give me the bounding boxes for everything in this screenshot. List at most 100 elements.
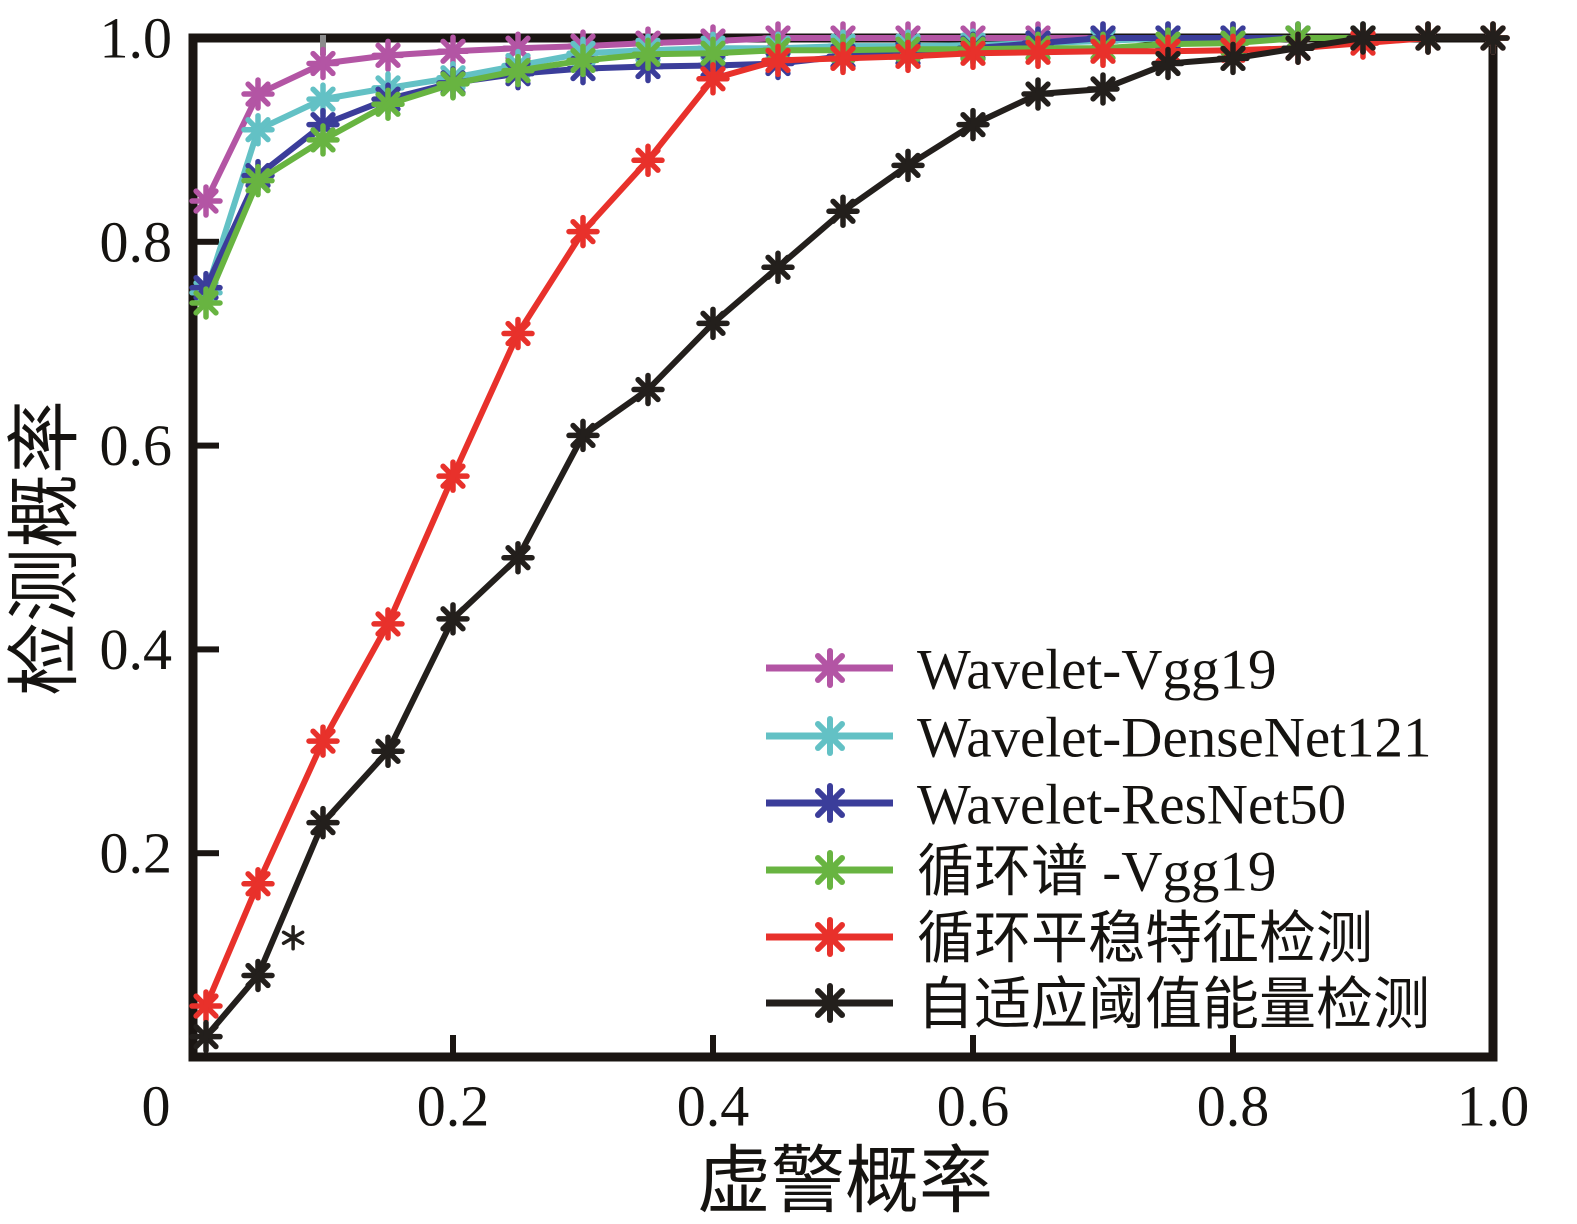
series-marker-循环平稳特征检测-spoke [440, 463, 466, 489]
top-spine-tick-artifact [320, 35, 326, 55]
series-line-自适应阈值能量检测 [203, 35, 1496, 1040]
series-marker-自适应阈值能量检测 [1216, 41, 1250, 76]
series-marker-循环平稳特征检测 [631, 143, 665, 178]
y-tick-label: 1.0 [100, 6, 173, 71]
series-marker-循环平稳特征检测-spoke [310, 728, 336, 754]
y-axis-tick [197, 850, 219, 857]
legend-marker-sample-spoke [814, 652, 846, 684]
series-marker-自适应阈值能量检测 [1086, 72, 1120, 106]
series-marker-自适应阈值能量检测-spoke [635, 376, 661, 403]
series-marker-循环谱 -Vgg19-spoke [635, 41, 661, 67]
x-axis-title: 虚警概率 [697, 1141, 993, 1223]
series-marker-循环平稳特征检测-spoke [570, 218, 596, 245]
series-marker-自适应阈值能量检测 [501, 540, 535, 575]
series-marker-循环平稳特征检测-spoke [700, 66, 726, 92]
series-marker-自适应阈值能量检测 [371, 734, 405, 769]
series-marker-自适应阈值能量检测 [1411, 21, 1445, 55]
series-marker-自适应阈值能量检测-spoke [1025, 81, 1051, 107]
x-tick-label: 0.4 [677, 1074, 750, 1139]
series-marker-循环谱 -Vgg19-spoke [193, 290, 219, 316]
stray-asterisk-marker-spoke [281, 930, 305, 946]
series-marker-循环平稳特征检测-spoke [830, 45, 856, 72]
legend-marker-sample-spoke [814, 787, 846, 819]
series-marker-Wavelet-Vgg19 [189, 184, 223, 218]
series-marker-循环平稳特征检测 [189, 989, 223, 1023]
series-marker-自适应阈值能量检测 [1021, 77, 1055, 111]
series-marker-循环平稳特征检测 [436, 459, 470, 493]
series-marker-自适应阈值能量检测 [696, 306, 730, 341]
series-marker-循环平稳特征检测 [891, 39, 925, 74]
series-marker-循环谱 -Vgg19 [631, 37, 665, 72]
series-marker-循环平稳特征检测 [956, 36, 990, 71]
series-marker-Wavelet-Vgg19-spoke [245, 81, 271, 107]
legend-label: 自适应阈值能量检测 [917, 974, 1430, 1037]
series-marker-Wavelet-Vgg19-spoke [193, 188, 219, 214]
series-marker-Wavelet-Vgg19 [436, 34, 470, 68]
legend-marker-sample-spoke [814, 921, 846, 953]
series-marker-Wavelet-Vgg19 [306, 46, 340, 81]
legend-item: 循环谱 -Vgg19 [766, 841, 1276, 904]
series-marker-自适应阈值能量检测-spoke [960, 111, 986, 138]
y-axis-tick [197, 238, 219, 245]
series-marker-自适应阈值能量检测-spoke [1090, 76, 1116, 102]
x-tick-label: 1.0 [1457, 1074, 1530, 1139]
series-marker-自适应阈值能量检测-spoke [765, 254, 791, 280]
x-tick-label: 0.8 [1197, 1074, 1270, 1139]
y-axis-tick [197, 646, 219, 653]
series-marker-自适应阈值能量检测-spoke [570, 422, 596, 449]
legend-label: Wavelet-ResNet50 [917, 774, 1346, 837]
series-marker-循环平稳特征检测-spoke [375, 611, 401, 637]
legend-marker-sample [810, 850, 850, 890]
series-marker-自适应阈值能量检测 [436, 602, 470, 636]
series-marker-循环平稳特征检测-spoke [1090, 38, 1116, 64]
series-marker-循环平稳特征检测-spoke [505, 320, 531, 347]
legend-marker-sample-spoke [814, 854, 846, 886]
series-marker-自适应阈值能量检测 [189, 1019, 223, 1054]
series-marker-自适应阈值能量检测-spoke [1480, 25, 1506, 51]
series-marker-自适应阈值能量检测-spoke [193, 1023, 219, 1050]
series-marker-Wavelet-Vgg19 [371, 38, 405, 73]
series-marker-Wavelet-DenseNet121 [241, 112, 275, 147]
stray-asterisk-marker [281, 925, 305, 951]
series-marker-循环平稳特征检测-spoke [895, 43, 921, 69]
series-marker-自适应阈值能量检测-spoke [1285, 35, 1311, 61]
legend-marker-sample [810, 716, 850, 756]
series-marker-自适应阈值能量检测-spoke [505, 545, 531, 571]
series-line-循环平稳特征检测 [203, 35, 1496, 1010]
series-marker-循环谱 -Vgg19 [241, 163, 275, 198]
series-marker-自适应阈值能量检测 [566, 418, 600, 453]
y-tick-label: 0.6 [100, 413, 173, 478]
legend-marker-sample [810, 783, 850, 823]
series-marker-循环平稳特征检测 [371, 607, 405, 641]
series-marker-自适应阈值能量检测-spoke [1350, 25, 1376, 51]
legend-marker-sample-spoke [814, 987, 846, 1019]
x-axis-tick [710, 1035, 716, 1053]
series-marker-循环平稳特征检测-spoke [765, 47, 791, 74]
y-tick-label: 0.4 [100, 617, 173, 682]
legend-item: Wavelet-Vgg19 [766, 639, 1276, 702]
series-marker-自适应阈值能量检测-spoke [830, 198, 856, 224]
series-marker-循环平稳特征检测-spoke [193, 993, 219, 1019]
series-marker-自适应阈值能量检测-spoke [1415, 25, 1441, 51]
series-marker-自适应阈值能量检测 [1346, 21, 1380, 55]
legend-label: 循环平稳特征检测 [917, 908, 1373, 971]
series-marker-自适应阈值能量检测-spoke [895, 152, 921, 179]
x-axis-tick [970, 1035, 976, 1053]
series-marker-自适应阈值能量检测 [241, 958, 275, 993]
series-marker-Wavelet-DenseNet121-spoke [310, 86, 336, 112]
series-marker-自适应阈值能量检测 [891, 148, 925, 183]
x-tick-label: 0 [142, 1074, 171, 1139]
series-marker-循环谱 -Vgg19 [566, 43, 600, 78]
series-marker-自适应阈值能量检测-spoke [1220, 45, 1246, 72]
plot-frame [188, 33, 1498, 1062]
series-marker-自适应阈值能量检测-spoke [1155, 50, 1181, 77]
legend-item: 循环平稳特征检测 [766, 908, 1373, 971]
series-marker-自适应阈值能量检测-spoke [700, 310, 726, 336]
legend-item: Wavelet-ResNet50 [766, 774, 1346, 837]
series-marker-循环谱 -Vgg19 [306, 123, 340, 157]
series-marker-循环平稳特征检测 [1021, 35, 1055, 70]
series-marker-自适应阈值能量检测-spoke [375, 738, 401, 764]
series-marker-循环平稳特征检测 [826, 41, 860, 76]
